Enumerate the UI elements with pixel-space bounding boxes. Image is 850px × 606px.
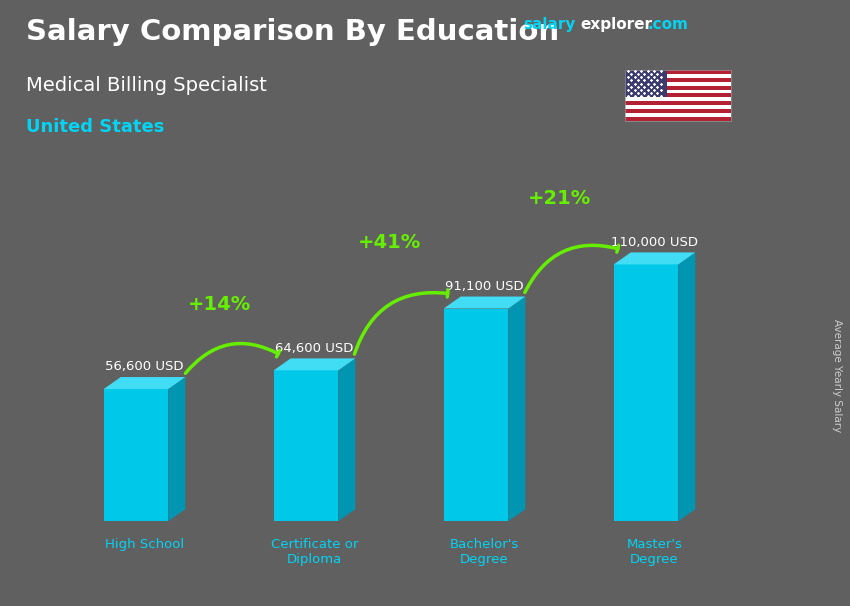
Polygon shape: [104, 389, 168, 521]
Text: 56,600 USD: 56,600 USD: [105, 361, 184, 373]
Polygon shape: [274, 358, 355, 370]
Polygon shape: [614, 253, 695, 264]
Polygon shape: [508, 296, 525, 521]
Bar: [625, 105, 731, 109]
Polygon shape: [338, 358, 355, 521]
Text: salary: salary: [523, 17, 575, 32]
Bar: [625, 74, 731, 78]
Polygon shape: [274, 370, 338, 521]
Bar: [625, 82, 731, 85]
Text: 64,600 USD: 64,600 USD: [275, 342, 354, 355]
Bar: [625, 98, 731, 101]
Bar: [625, 85, 731, 90]
Text: 110,000 USD: 110,000 USD: [611, 236, 698, 248]
Text: Medical Billing Specialist: Medical Billing Specialist: [26, 76, 266, 95]
Text: Average Yearly Salary: Average Yearly Salary: [832, 319, 842, 432]
Bar: [625, 70, 667, 98]
Polygon shape: [614, 264, 678, 521]
Bar: [625, 117, 731, 121]
Polygon shape: [104, 377, 185, 389]
Text: .com: .com: [648, 17, 689, 32]
Text: 91,100 USD: 91,100 USD: [445, 280, 524, 293]
Polygon shape: [444, 308, 508, 521]
Text: Certificate or
Diploma: Certificate or Diploma: [271, 539, 358, 567]
Bar: [625, 101, 731, 105]
Bar: [625, 90, 731, 93]
Text: Bachelor's
Degree: Bachelor's Degree: [450, 539, 519, 567]
Bar: [625, 70, 731, 74]
Bar: [625, 109, 731, 113]
Text: +14%: +14%: [188, 295, 251, 315]
Text: Master's
Degree: Master's Degree: [626, 539, 683, 567]
Polygon shape: [168, 377, 185, 521]
Text: explorer: explorer: [581, 17, 653, 32]
Bar: [625, 78, 731, 82]
Polygon shape: [444, 296, 525, 308]
Bar: [625, 113, 731, 117]
Text: United States: United States: [26, 118, 164, 136]
Polygon shape: [678, 253, 695, 521]
Text: High School: High School: [105, 539, 184, 551]
Text: +21%: +21%: [528, 189, 591, 208]
Text: +41%: +41%: [358, 233, 421, 253]
Text: Salary Comparison By Education: Salary Comparison By Education: [26, 18, 558, 46]
Bar: [625, 93, 731, 98]
